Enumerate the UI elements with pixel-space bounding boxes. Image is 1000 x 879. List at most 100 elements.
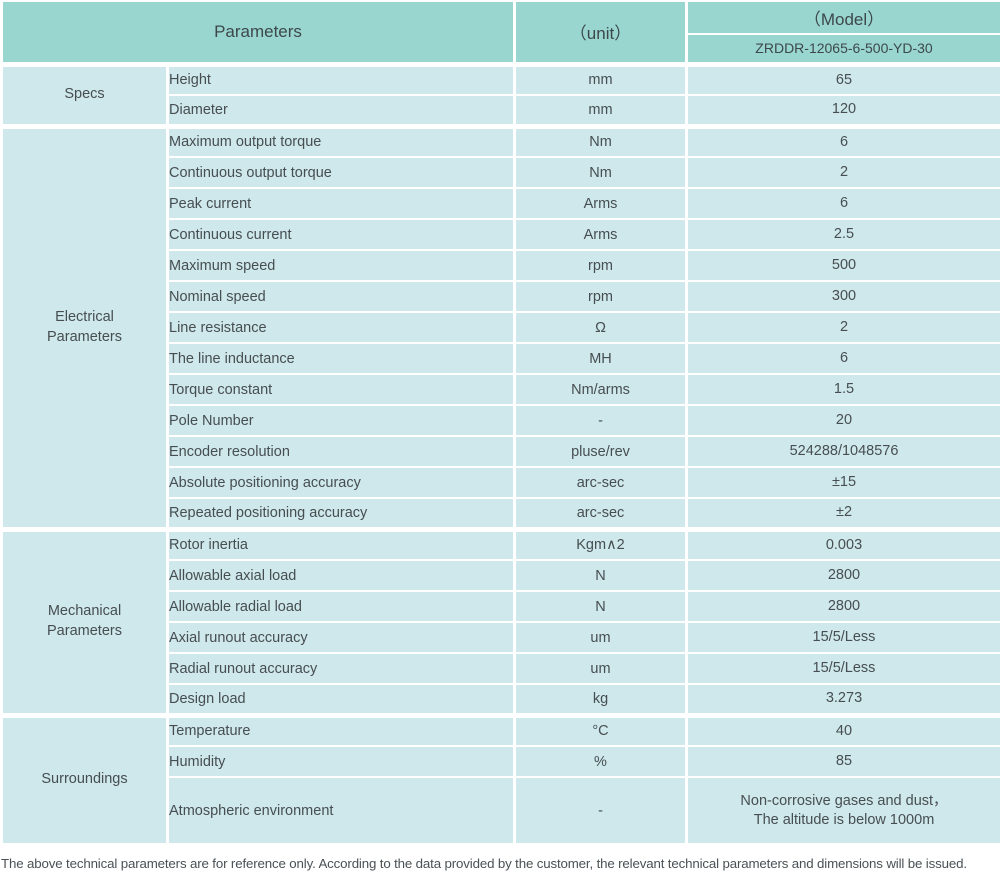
parameter-cell: Nominal speed	[166, 280, 516, 313]
unit-cell: um	[513, 652, 688, 685]
table-row: Peak current Arms 6	[2, 187, 1000, 220]
table-row: Torque constant Nm/arms 1.5	[2, 373, 1000, 406]
parameter-cell: Rotor inertia	[166, 526, 516, 561]
value-cell: 15/5/Less	[685, 621, 1000, 654]
unit-cell: arc-sec	[513, 466, 688, 499]
parameter-cell: Humidity	[166, 745, 516, 778]
parameter-cell: Pole Number	[166, 404, 516, 437]
table-row: Allowable axial load N 2800	[2, 559, 1000, 592]
unit-cell: Arms	[513, 218, 688, 251]
table-row: Mechanical Parameters Rotor inertia Kgm∧2 0…	[0, 526, 1000, 716]
table-row: Surroundings Temperature °C 40	[0, 712, 1000, 845]
category-cell: Specs	[0, 61, 169, 127]
unit-cell: um	[513, 621, 688, 654]
model-header-cell: （Model）	[685, 0, 1000, 35]
table-row: Radial runout accuracy um 15/5/Less	[2, 652, 1000, 685]
value-cell: 40	[685, 712, 1000, 747]
table-row: The line inductance MH 6	[2, 342, 1000, 375]
unit-cell: rpm	[513, 280, 688, 313]
unit-cell: -	[513, 776, 688, 845]
value-cell: 500	[685, 249, 1000, 282]
unit-cell: Nm	[513, 123, 688, 158]
parameter-cell: Allowable radial load	[166, 590, 516, 623]
parameters-table: Parameters （unit） （Model） ZRDDR-12065-6-…	[0, 0, 1000, 845]
parameter-cell: Diameter	[166, 94, 516, 127]
unit-header-cell: （unit）	[513, 0, 688, 65]
unit-cell: N	[513, 590, 688, 623]
table-row: Encoder resolution pluse/rev 524288/104857…	[2, 435, 1000, 468]
model-number: ZRDDR-12065-6-500-YD-30	[685, 33, 1000, 65]
parameter-cell: Repeated positioning accuracy	[166, 497, 516, 530]
value-cell: 0.003	[685, 526, 1000, 561]
value-cell: 20	[685, 404, 1000, 437]
section-2: Mechanical Parameters Rotor inertia Kgm∧2 0…	[0, 526, 1000, 716]
parameter-cell: Torque constant	[166, 373, 516, 406]
section-0: Specs Height mm 65 Diameter mm 120	[0, 61, 1000, 127]
unit-cell: Arms	[513, 187, 688, 220]
category-cell: Mechanical Parameters	[0, 526, 169, 716]
value-cell: 2	[685, 311, 1000, 344]
table-row: Line resistance Ω 2	[2, 311, 1000, 344]
parameter-cell: Absolute positioning accuracy	[166, 466, 516, 499]
parameter-cell: Height	[166, 61, 516, 96]
table-row: Pole Number -20	[2, 404, 1000, 437]
value-cell: 85	[685, 745, 1000, 778]
parameter-cell: Continuous current	[166, 218, 516, 251]
value-cell: 6	[685, 342, 1000, 375]
table-row: Continuous current Arms 2.5	[2, 218, 1000, 251]
table-row: Diameter mm 120	[2, 94, 1000, 127]
unit-cell: kg	[513, 683, 688, 716]
table-header: Parameters （unit） （Model） ZRDDR-12065-6-…	[0, 0, 1000, 65]
unit-cell: Kgm∧2	[513, 526, 688, 561]
unit-cell: pluse/rev	[513, 435, 688, 468]
table-row: Nominal speed rpm 300	[2, 280, 1000, 313]
parameter-cell: Peak current	[166, 187, 516, 220]
category-cell: Surroundings	[0, 712, 169, 845]
unit-cell: Nm/arms	[513, 373, 688, 406]
parameter-cell: Maximum speed	[166, 249, 516, 282]
table-row: Humidity% 85	[2, 745, 1000, 778]
value-cell: 65	[685, 61, 1000, 96]
value-cell: 2800	[685, 590, 1000, 623]
unit-cell: °C	[513, 712, 688, 747]
section-1: Electrical Parameters Maximum output torq…	[0, 123, 1000, 530]
parameter-cell: Atmospheric environment	[166, 776, 516, 845]
parameter-cell: Temperature	[166, 712, 516, 747]
value-cell: 2800	[685, 559, 1000, 592]
unit-cell: arc-sec	[513, 497, 688, 530]
value-cell: ±2	[685, 497, 1000, 530]
parameter-cell: Design load	[166, 683, 516, 716]
value-cell: ±15	[685, 466, 1000, 499]
table-row: Electrical Parameters Maximum output torq…	[0, 123, 1000, 530]
parameter-cell: Allowable axial load	[166, 559, 516, 592]
value-cell: 15/5/Less	[685, 652, 1000, 685]
value-cell: 1.5	[685, 373, 1000, 406]
section-3: Surroundings Temperature °C 40 Humidity% 85 At…	[0, 712, 1000, 845]
table-row: Continuous output torque Nm 2	[2, 156, 1000, 189]
unit-cell: %	[513, 745, 688, 778]
value-cell: 2.5	[685, 218, 1000, 251]
parameter-cell: Encoder resolution	[166, 435, 516, 468]
unit-cell: mm	[513, 61, 688, 96]
table-row: Design load kg 3.273	[2, 683, 1000, 716]
table-row: Repeated positioning accuracy arc-sec ±2	[2, 497, 1000, 530]
value-cell: 2	[685, 156, 1000, 189]
value-cell: 300	[685, 280, 1000, 313]
parameter-cell: Axial runout accuracy	[166, 621, 516, 654]
unit-cell: MH	[513, 342, 688, 375]
category-cell: Electrical Parameters	[0, 123, 169, 530]
footnote-text: The above technical parameters are for r…	[1, 856, 967, 871]
unit-cell: N	[513, 559, 688, 592]
value-cell: Non-corrosive gases and dust， The altitu…	[685, 776, 1000, 845]
unit-cell: Nm	[513, 156, 688, 189]
value-cell: 6	[685, 123, 1000, 158]
parameter-cell: Continuous output torque	[166, 156, 516, 189]
parameter-cell: Maximum output torque	[166, 123, 516, 158]
table-row: Axial runout accuracy um 15/5/Less	[2, 621, 1000, 654]
table-row: Atmospheric environment - Non-corrosive ga…	[2, 776, 1000, 845]
unit-cell: mm	[513, 94, 688, 127]
parameter-cell: The line inductance	[166, 342, 516, 375]
unit-cell: Ω	[513, 311, 688, 344]
unit-cell: -	[513, 404, 688, 437]
